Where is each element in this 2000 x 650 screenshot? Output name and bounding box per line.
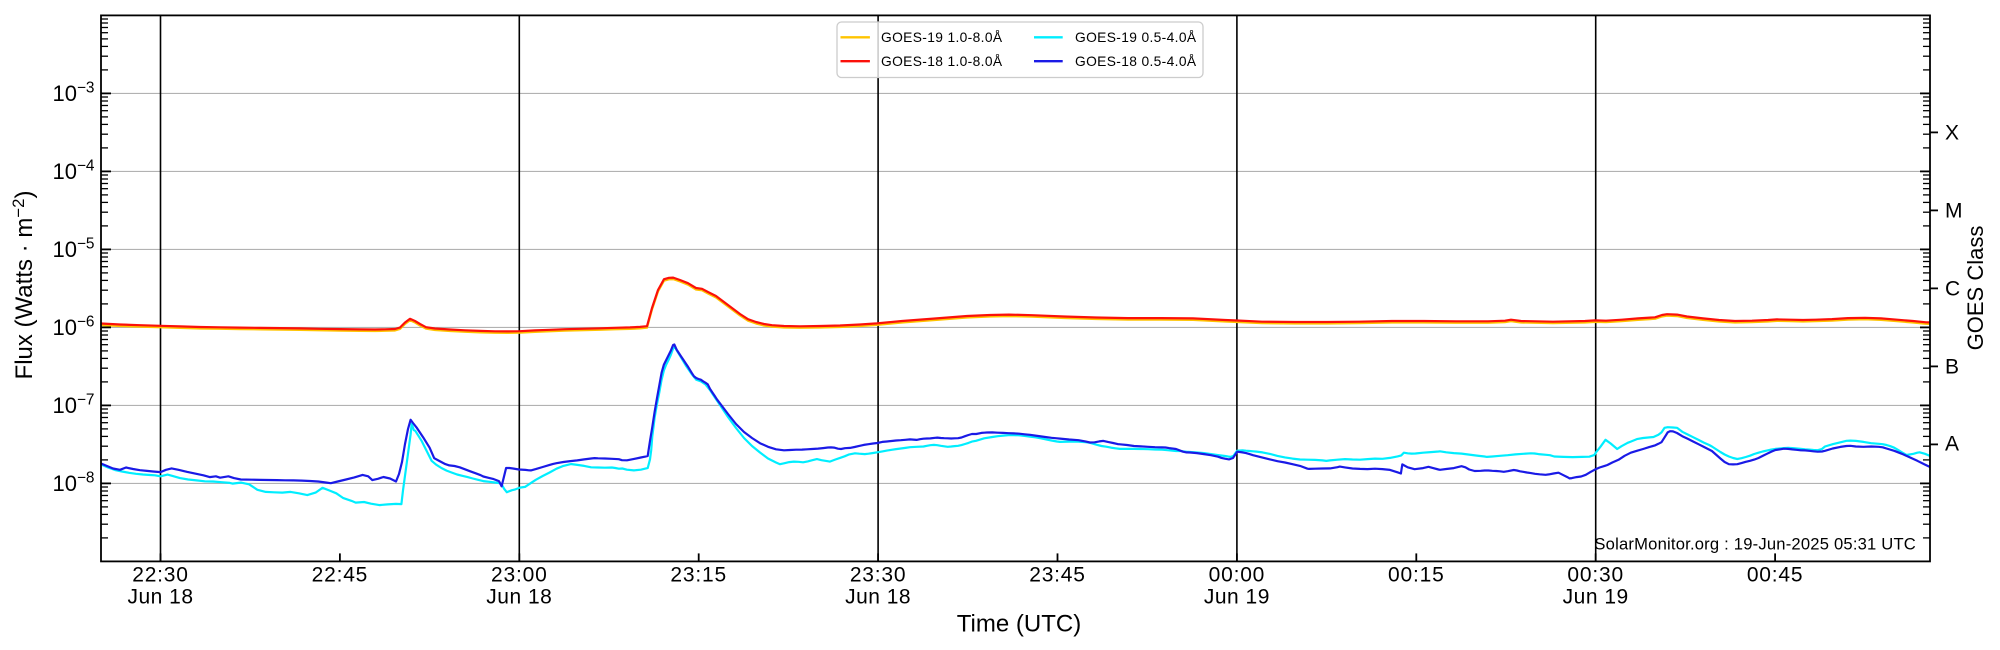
svg-text:X: X — [1945, 122, 1959, 145]
svg-text:Jun 18: Jun 18 — [486, 586, 552, 609]
svg-text:Jun 18: Jun 18 — [127, 586, 193, 609]
svg-text:22:45: 22:45 — [312, 564, 369, 587]
svg-text:GOES-18 1.0-8.0Å: GOES-18 1.0-8.0Å — [881, 53, 1003, 69]
svg-text:00:45: 00:45 — [1747, 564, 1804, 587]
svg-text:Jun 19: Jun 19 — [1204, 586, 1270, 609]
svg-text:GOES-19 0.5-4.0Å: GOES-19 0.5-4.0Å — [1075, 29, 1197, 45]
svg-text:B: B — [1945, 356, 1959, 379]
svg-text:Flux (Watts · m−2): Flux (Watts · m−2) — [9, 191, 38, 380]
svg-text:23:15: 23:15 — [670, 564, 727, 587]
svg-text:10−6: 10−6 — [52, 314, 94, 340]
svg-text:Jun 19: Jun 19 — [1563, 586, 1629, 609]
svg-text:00:15: 00:15 — [1388, 564, 1445, 587]
svg-text:GOES-18 0.5-4.0Å: GOES-18 0.5-4.0Å — [1075, 53, 1197, 69]
svg-text:23:30: 23:30 — [850, 564, 907, 587]
svg-text:10−5: 10−5 — [52, 236, 94, 262]
svg-text:GOES Class: GOES Class — [1963, 226, 1988, 351]
svg-text:22:30: 22:30 — [132, 564, 189, 587]
svg-text:10−3: 10−3 — [52, 80, 94, 106]
svg-text:10−4: 10−4 — [52, 158, 94, 184]
svg-text:10−8: 10−8 — [52, 470, 94, 496]
svg-text:23:00: 23:00 — [491, 564, 548, 587]
svg-text:00:00: 00:00 — [1209, 564, 1266, 587]
svg-text:10−7: 10−7 — [52, 392, 94, 418]
svg-text:Time (UTC): Time (UTC) — [957, 611, 1081, 638]
svg-text:GOES-19 1.0-8.0Å: GOES-19 1.0-8.0Å — [881, 29, 1003, 45]
svg-text:C: C — [1945, 278, 1960, 301]
svg-text:M: M — [1945, 200, 1963, 223]
svg-text:A: A — [1945, 433, 1959, 456]
svg-text:23:45: 23:45 — [1029, 564, 1086, 587]
svg-text:00:30: 00:30 — [1567, 564, 1624, 587]
svg-text:Jun 18: Jun 18 — [845, 586, 911, 609]
svg-text:SolarMonitor.org : 19-Jun-2025: SolarMonitor.org : 19-Jun-2025 05:31 UTC — [1594, 535, 1916, 554]
